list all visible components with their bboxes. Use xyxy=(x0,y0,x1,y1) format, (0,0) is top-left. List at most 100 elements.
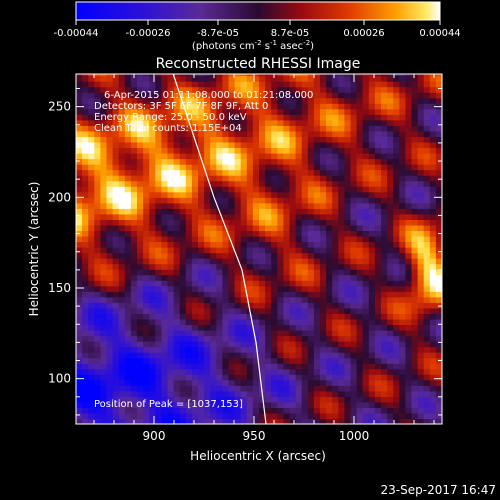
heatmap-cell xyxy=(313,363,321,370)
heatmap-cell xyxy=(399,169,406,176)
heatmap-cell xyxy=(320,86,327,93)
heatmap-cell xyxy=(277,164,284,171)
heatmap-cell xyxy=(222,169,230,176)
heatmap-cell xyxy=(179,141,187,149)
heatmap-cell xyxy=(161,258,169,265)
heatmap-cell xyxy=(393,291,400,298)
heatmap-cell xyxy=(381,346,388,353)
heatmap-cell xyxy=(76,169,83,176)
heatmap-cell xyxy=(387,169,394,176)
heatmap-cell xyxy=(76,280,83,287)
heatmap-cell xyxy=(283,352,291,359)
heatmap-cell xyxy=(259,341,266,348)
heatmap-cell xyxy=(417,86,425,93)
heatmap-cell xyxy=(94,296,101,303)
heatmap-cell xyxy=(332,379,339,386)
heatmap-cell xyxy=(216,341,223,348)
heatmap-cell xyxy=(271,412,278,420)
heatmap-cell xyxy=(130,379,138,386)
heatmap-cell xyxy=(173,230,181,237)
heatmap-cell xyxy=(387,390,394,397)
heatmap-cell xyxy=(271,329,278,337)
heatmap-cell xyxy=(393,81,400,88)
heatmap-cell xyxy=(289,224,297,232)
heatmap-cell xyxy=(399,341,406,348)
heatmap-cell xyxy=(124,280,132,287)
heatmap-cell xyxy=(112,335,120,342)
heatmap-cell xyxy=(259,125,266,132)
heatmap-cell xyxy=(76,86,83,93)
heatmap-cell xyxy=(118,285,126,292)
heatmap-cell xyxy=(216,158,223,165)
heatmap-cell xyxy=(124,130,132,137)
heatmap-cell xyxy=(393,418,400,424)
heatmap-cell xyxy=(332,197,339,204)
heatmap-cell xyxy=(326,186,333,193)
heatmap-cell xyxy=(277,379,284,386)
heatmap-cell xyxy=(332,202,339,209)
heatmap-cell xyxy=(283,401,291,409)
heatmap-cell xyxy=(320,368,327,375)
heatmap-cell xyxy=(332,357,339,364)
heatmap-cell xyxy=(356,291,364,298)
heatmap-cell xyxy=(381,324,388,331)
heatmap-cell xyxy=(216,164,223,171)
heatmap-cell xyxy=(234,224,242,232)
heatmap-cell xyxy=(344,125,352,132)
heatmap-cell xyxy=(106,401,114,409)
heatmap-cell xyxy=(393,235,400,243)
heatmap-cell xyxy=(350,258,358,265)
heatmap-cell xyxy=(393,75,400,82)
heatmap-cell xyxy=(393,318,400,326)
heatmap-cell xyxy=(435,335,442,342)
heatmap-cell xyxy=(368,263,376,270)
heatmap-cell xyxy=(265,180,272,187)
heatmap-cell xyxy=(167,291,175,298)
heatmap-cell xyxy=(76,241,83,248)
heatmap-cell xyxy=(210,401,217,409)
heatmap-cell xyxy=(130,86,138,93)
heatmap-cell xyxy=(210,158,217,165)
heatmap-cell xyxy=(399,357,406,364)
heatmap-cell xyxy=(289,396,297,403)
heatmap-cell xyxy=(210,302,217,309)
heatmap-cell xyxy=(94,180,101,187)
heatmap-cell xyxy=(344,269,352,276)
heatmap-cell xyxy=(198,329,205,337)
heatmap-cell xyxy=(399,307,406,314)
heatmap-cell xyxy=(362,92,370,99)
heatmap-cell xyxy=(76,258,83,265)
heatmap-cell xyxy=(149,230,156,237)
heatmap-cell xyxy=(277,346,284,353)
heatmap-cell xyxy=(112,208,120,215)
heatmap-cell xyxy=(320,103,327,110)
heatmap-cell xyxy=(338,252,345,259)
heatmap-cell xyxy=(143,346,150,353)
heatmap-cell xyxy=(76,324,83,331)
heatmap-cell xyxy=(88,169,95,176)
heatmap-cell xyxy=(368,119,376,126)
heatmap-cell xyxy=(265,352,272,359)
heatmap-cell xyxy=(271,307,278,314)
heatmap-cell xyxy=(76,285,83,292)
heatmap-cell xyxy=(277,318,284,326)
heatmap-cell xyxy=(417,125,425,132)
heatmap-cell xyxy=(106,241,114,248)
heatmap-cell xyxy=(198,219,205,226)
heatmap-cell xyxy=(259,291,266,298)
heatmap-cell xyxy=(429,335,437,342)
heatmap-cell xyxy=(289,357,297,364)
heatmap-cell xyxy=(179,379,187,386)
heatmap-cell xyxy=(167,152,175,160)
heatmap-cell xyxy=(338,119,345,126)
heatmap-cell xyxy=(320,313,327,320)
heatmap-cell xyxy=(320,390,327,397)
heatmap-cell xyxy=(130,280,138,287)
heatmap-cell xyxy=(374,418,382,424)
heatmap-cell xyxy=(167,97,175,104)
heatmap-cell xyxy=(179,252,187,259)
heatmap-cell xyxy=(411,125,419,132)
heatmap-cell xyxy=(332,318,339,326)
heatmap-cell xyxy=(179,114,187,121)
heatmap-cell xyxy=(228,136,236,143)
